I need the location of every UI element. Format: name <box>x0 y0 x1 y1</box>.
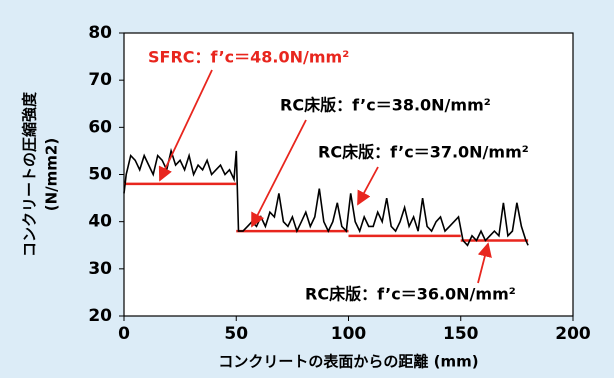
y-tick-label: 50 <box>88 165 112 185</box>
annotation: RC床版：f’c＝38.0N/mm² <box>280 96 491 115</box>
annotation: SFRC：f’c＝48.0N/mm² <box>148 48 349 67</box>
arrow <box>251 119 307 228</box>
plot-area <box>123 32 574 317</box>
y-tick-label: 40 <box>88 212 112 232</box>
y-tick-label: 70 <box>88 70 112 90</box>
arrow <box>357 166 379 206</box>
y-tick-label: 20 <box>88 306 112 326</box>
annotation: RC床版：f’c＝36.0N/mm² <box>305 285 516 304</box>
y-axis-title: (N/mm2) <box>43 138 61 211</box>
y-tick-label: 80 <box>88 23 112 43</box>
x-tick-label: 100 <box>331 324 367 344</box>
x-axis-title: コンクリートの表面からの距離 (mm) <box>218 353 478 371</box>
x-tick-label: 0 <box>118 324 130 344</box>
x-tick-label: 50 <box>224 324 248 344</box>
y-tick-label: 60 <box>88 117 112 137</box>
y-axis-title: コンクリートの圧縮強度 <box>21 91 39 257</box>
y-tick-label: 30 <box>88 259 112 279</box>
arrow <box>158 69 213 182</box>
arrow <box>477 242 492 284</box>
x-tick-label: 150 <box>443 324 479 344</box>
profile-line <box>123 147 529 247</box>
x-tick-label: 200 <box>555 324 591 344</box>
annotation: RC床版：f’c＝37.0N/mm² <box>318 143 529 162</box>
annotation-box <box>296 281 556 309</box>
